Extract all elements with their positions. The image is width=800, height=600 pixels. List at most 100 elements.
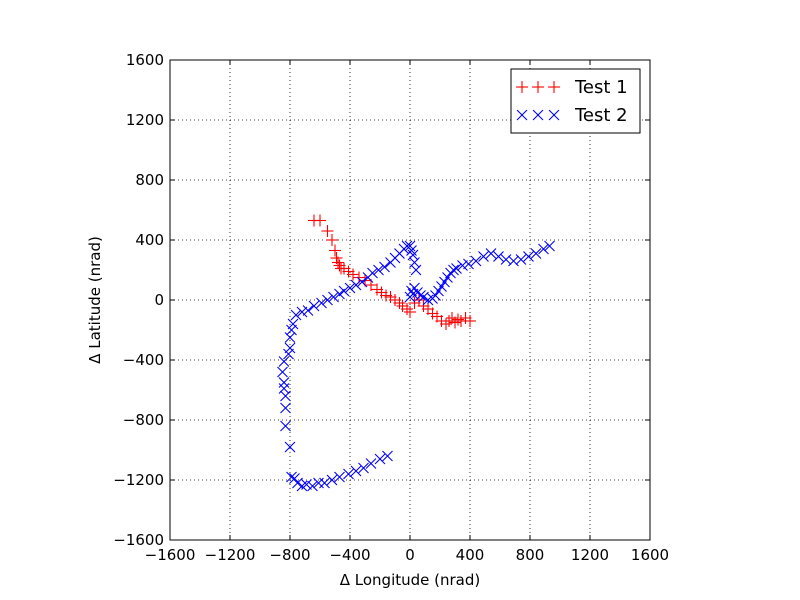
series-2-point [457, 260, 468, 271]
series-2-point [409, 282, 420, 294]
legend-box [510, 68, 641, 134]
series-1-point [440, 318, 452, 330]
legend-markers [516, 81, 560, 121]
series-2-point [284, 342, 296, 354]
series-2-point [470, 255, 482, 267]
series-2-point [326, 474, 338, 486]
legend-marker-1 [532, 81, 544, 93]
series-2-point [373, 264, 384, 276]
series-2-point [284, 441, 296, 453]
legend: Test 1 Test 2 [510, 68, 641, 134]
series-2-point [286, 471, 297, 483]
series-2-point [286, 324, 297, 336]
series-1-point [321, 225, 334, 237]
y-tick-label: 1600 [126, 51, 164, 69]
series-2 [277, 240, 555, 492]
x-tick-label: −1600 [145, 546, 196, 564]
series-2-point [430, 290, 441, 301]
x-axis-label: Δ Longitude (nrad) [340, 571, 481, 589]
series-2-point [356, 276, 368, 288]
series-2-point [287, 318, 299, 330]
series-2-point [316, 297, 327, 309]
series-1-point [329, 244, 341, 257]
series-2-point [365, 458, 377, 469]
series-2-point [313, 477, 324, 489]
series-2-point [283, 348, 294, 360]
series-layer [277, 214, 555, 492]
series-1-point [347, 268, 359, 281]
series-2-point [523, 251, 534, 262]
series-1-point [393, 297, 406, 309]
y-tick-label: 800 [135, 171, 164, 189]
series-2-point [436, 281, 447, 292]
series-1-point [404, 306, 416, 318]
y-tick-label: −1600 [113, 531, 164, 549]
series-1-point [401, 303, 413, 315]
x-tick-label: −400 [329, 546, 370, 564]
series-1-point [314, 214, 326, 227]
legend-marker-1 [516, 81, 528, 93]
series-2-point [544, 240, 555, 252]
series-1-point [452, 313, 464, 326]
legend-marker-2 [516, 109, 528, 121]
series-1 [308, 214, 476, 330]
y-tick-label: 400 [135, 231, 164, 249]
series-2-point [478, 251, 489, 262]
y-tick-label: 0 [154, 291, 164, 309]
series-2-point [410, 264, 422, 276]
series-2-point [451, 263, 462, 274]
series-2-point [442, 272, 453, 283]
series-2-point [448, 264, 459, 276]
series-2-point [280, 420, 291, 432]
series-1-point [443, 315, 455, 327]
series-2-point [334, 288, 345, 300]
x-tick-label: 1600 [631, 546, 669, 564]
series-2-point [307, 480, 318, 492]
series-2-point [379, 261, 390, 273]
series-2-point [439, 276, 450, 288]
legend-marker-1 [548, 81, 560, 93]
tick-labels: −1600 −1200 −800 −400 0 400 800 1200 1600 −1600 −1… [113, 51, 669, 564]
series-2-point [374, 453, 386, 465]
legend-marker-2 [548, 109, 560, 121]
y-tick-label: −800 [123, 411, 164, 429]
series-2-point [296, 306, 308, 318]
legend-marker-2 [532, 109, 544, 121]
series-1-point [332, 256, 344, 269]
legend-label-test-1: Test 1 [574, 77, 628, 98]
series-2-point [289, 473, 300, 484]
y-tick-label: 1200 [126, 111, 164, 129]
series-2-point [404, 291, 416, 303]
series-2-point [344, 282, 356, 294]
series-2-point [278, 377, 290, 388]
series-2-point [418, 291, 429, 303]
series-2-point [367, 267, 378, 279]
series-2-point [358, 462, 369, 474]
series-2-point [350, 465, 362, 477]
x-tick-label: 1200 [571, 546, 609, 564]
series-1-point [449, 316, 461, 329]
grid-lines [170, 60, 650, 540]
series-2-point [350, 279, 362, 291]
x-tick-label: 400 [456, 546, 485, 564]
x-tick-label: −800 [269, 546, 310, 564]
y-axis-label: Δ Latitude (nrad) [86, 236, 104, 364]
x-tick-label: −1200 [205, 546, 256, 564]
series-2-point [290, 309, 302, 321]
y-tick-label: −400 [123, 351, 164, 369]
y-tick-label: −1200 [113, 471, 164, 489]
series-2-point [278, 356, 290, 367]
x-tick-label: 800 [516, 546, 545, 564]
legend-label-test-2: Test 2 [574, 105, 628, 126]
series-1-point [326, 234, 338, 246]
series-2-point [493, 251, 504, 262]
series-2-point [530, 248, 542, 259]
series-1-point [464, 315, 476, 327]
x-tick-label: 0 [405, 546, 415, 564]
series-2-point [382, 450, 393, 462]
series-2-point [338, 285, 350, 297]
series-2-point [515, 254, 527, 265]
series-2-point [343, 468, 354, 480]
series-2-point [463, 258, 474, 270]
